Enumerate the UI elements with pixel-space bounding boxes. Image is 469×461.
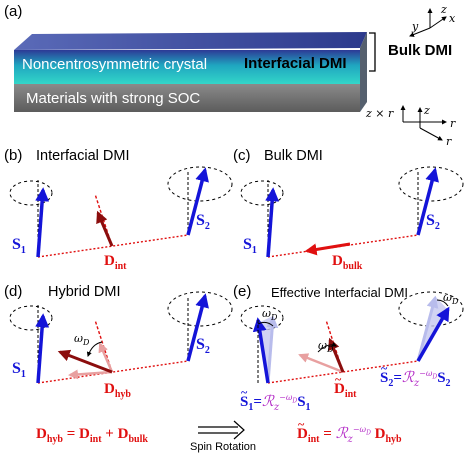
axis-z2-label: z (424, 104, 430, 117)
omega-angle-arc (86, 341, 103, 357)
axis-x-label: x (449, 12, 456, 25)
hybrid-equation: Dhyb = Dint + Dbulk (36, 426, 148, 445)
spin-s2-tilde-arrow (416, 306, 450, 362)
spin-s1-label: S1 (12, 360, 26, 381)
omega-angle-arc (257, 321, 274, 327)
spin-s1-label: S1 (243, 236, 257, 257)
dmi-int-tilde-label: D ~ int (334, 372, 357, 400)
panel-c-label: (c) (233, 147, 251, 164)
axis-y-label: y (412, 20, 419, 33)
spin-s2-arrow (186, 167, 209, 236)
panel-e-diagram (240, 291, 464, 384)
bond-line (267, 234, 419, 258)
spin-s2-label: S2 (426, 212, 440, 233)
spin-s2-label: S2 (196, 336, 210, 357)
dmi-int-component-faded (98, 342, 114, 373)
spin-s1-faded (266, 315, 279, 384)
spin-s1-arrow (265, 187, 280, 258)
precession-ellipse (167, 291, 233, 327)
dmi-hyb-label: Dhyb (104, 381, 131, 400)
panel-e-title: Effective Interfacial DMI (271, 285, 409, 300)
spin-s2-arrow (186, 293, 209, 362)
panel-d-title: Hybrid DMI (48, 284, 121, 300)
slab-right-cap (360, 32, 367, 112)
spin-s1-label: S1 (12, 236, 26, 257)
precession-ellipse (167, 166, 233, 202)
dmi-hyb-arrow (57, 349, 113, 374)
spin-s1-arrow (35, 187, 50, 258)
dmi-bulk-component-faded (68, 369, 113, 380)
omega-angle-arc (436, 299, 449, 307)
slab-teal-layer (14, 50, 360, 84)
omega-d-label: ωD (74, 332, 90, 348)
panel-c-diagram (240, 166, 464, 258)
spin-s2-tilde-equation: S ~2=ℛz−ωDS2 (380, 361, 451, 389)
panel-a-label: (a) (4, 3, 23, 20)
axis-r1-label: r (450, 117, 456, 130)
dmi-bulk-arrow (304, 242, 351, 256)
bond-line (37, 360, 189, 384)
omega-d-label: ωD (443, 291, 459, 307)
panel-e-label: (e) (233, 283, 252, 300)
panel-d-label: (d) (4, 283, 23, 300)
bottom-layer-label: Materials with strong SOC (26, 90, 201, 107)
dmi-int-arrow (96, 210, 114, 247)
axis-r2-label: r (446, 135, 452, 148)
omega-d-label: ωD (262, 307, 278, 323)
slab-top-face (14, 32, 367, 50)
top-layer-label: Noncentrosymmetric crystal (22, 56, 208, 73)
axis-zxr-label: z × r (366, 107, 394, 120)
bond-line (267, 360, 419, 384)
bond-line (37, 234, 189, 258)
bulk-dmi-label: Bulk DMI (388, 42, 453, 59)
spin-s1-arrow (35, 313, 50, 384)
layered-slab (14, 32, 367, 112)
panel-b-label: (b) (4, 147, 23, 164)
panel-c-title: Bulk DMI (264, 148, 323, 164)
interfacial-dmi-label: Interfacial DMI (244, 55, 347, 72)
dmi-bulk-label: Dbulk (332, 253, 363, 272)
bulk-dmi-bracket (369, 32, 376, 72)
spin-s2-label: S2 (196, 212, 210, 233)
panel-d-diagram (9, 291, 233, 384)
spin-s1-tilde-equation: S ~1=ℛz−ωDS1 (240, 385, 311, 413)
precession-ellipse (240, 180, 284, 206)
spin-s2-arrow (416, 167, 439, 236)
omega-d-label: ωD (318, 339, 334, 355)
precession-ellipse (9, 305, 53, 331)
slab-gray-layer (14, 84, 360, 112)
panel-b-title: Interfacial DMI (36, 148, 130, 164)
axis-z-label: z (441, 3, 447, 16)
precession-ellipse (398, 166, 464, 202)
dmi-int-label: Dint (104, 253, 127, 272)
spin-s1-tilde-arrow (252, 317, 270, 384)
spin-rotation-arrow (198, 420, 245, 440)
effective-equation: D ~ int = ℛz−ωD Dhyb (297, 417, 402, 445)
panel-b-diagram (9, 166, 233, 258)
spin-s2-faded (416, 295, 439, 362)
axes-cylindrical-icon (400, 105, 447, 141)
spin-rotation-label: Spin Rotation (190, 441, 257, 453)
axes-xyz-icon (409, 8, 447, 37)
dmi-hyb-faded (298, 353, 344, 374)
omega-angle-arc (317, 341, 337, 353)
precession-ellipse (398, 291, 464, 327)
precession-ellipse (9, 180, 53, 206)
